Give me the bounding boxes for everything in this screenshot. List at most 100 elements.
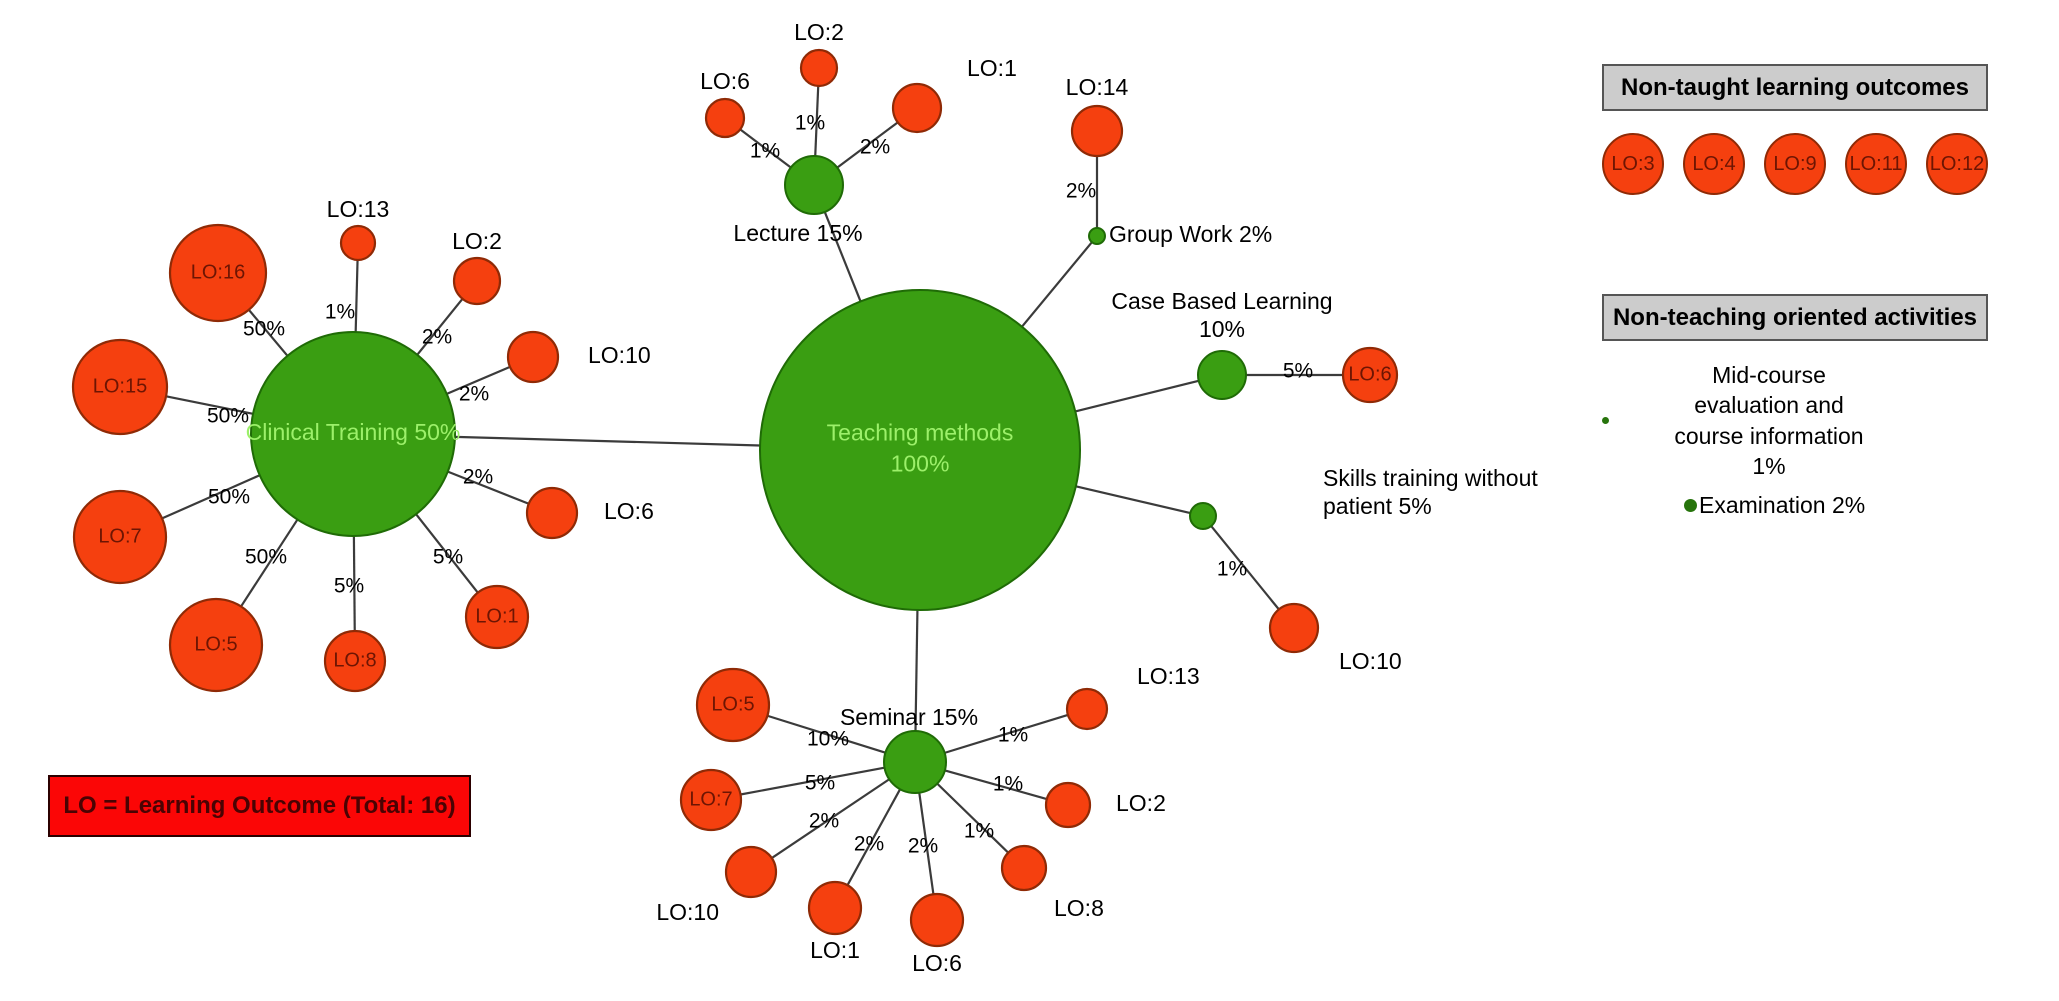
edge-seminar-to-sem-lo5: [767, 714, 886, 754]
node-label-skills-training: patient 5%: [1323, 493, 1432, 519]
edge-clinical-training-to-ct-lo13: [354, 259, 359, 333]
legend-non-teaching-activities: Mid-course evaluation and course informati…: [1602, 360, 2002, 540]
node-ct-lo2[interactable]: [452, 256, 502, 306]
node-label-sem-lo2: LO:2: [1116, 790, 1166, 816]
edge-teaching-methods-to-skills-training: [1075, 485, 1191, 515]
edge-lecture-to-lec-lo1: [836, 121, 899, 169]
edge-clinical-training-to-ct-lo10: [446, 365, 511, 395]
edge-clinical-training-to-ct-lo15: [165, 395, 254, 415]
edge-weight-label: 1%: [1217, 558, 1247, 581]
edge-weight-label: 2%: [422, 326, 452, 349]
legend-lo-total: LO = Learning Outcome (Total: 16): [48, 775, 471, 837]
node-ct-lo15[interactable]: [71, 338, 169, 436]
edge-weight-label: 5%: [334, 575, 364, 598]
node-ct-lo13[interactable]: [339, 224, 377, 262]
node-label-group-work: Group Work 2%: [1109, 221, 1272, 247]
legend-lo-chip: LO:12: [1926, 133, 1988, 195]
edge-weight-label: 5%: [433, 546, 463, 569]
node-cbl-lo6[interactable]: [1341, 346, 1399, 404]
node-sem-lo6[interactable]: [909, 892, 965, 948]
node-group-work[interactable]: [1088, 227, 1106, 245]
edge-weight-label: 1%: [993, 773, 1023, 796]
legend-non-teaching-header: Non-teaching oriented activities: [1602, 294, 1988, 341]
node-ct-lo6[interactable]: [525, 486, 579, 540]
edge-weight-label: 50%: [207, 405, 249, 428]
node-lec-lo1[interactable]: [891, 82, 943, 134]
node-gw-lo14[interactable]: [1070, 104, 1124, 158]
edge-weight-label: 2%: [860, 136, 890, 159]
node-label-sem-lo6: LO:6: [912, 950, 962, 976]
edge-weight-label: 2%: [809, 810, 839, 833]
edge-seminar-to-sem-lo1: [846, 788, 902, 886]
node-sem-lo10[interactable]: [724, 845, 778, 899]
node-label-lec-lo2: LO:2: [794, 19, 844, 45]
legend-activity-mid-course: Mid-course evaluation and course informati…: [1602, 360, 2002, 481]
node-label-ct-lo13: LO:13: [327, 196, 390, 222]
node-sem-lo2[interactable]: [1044, 781, 1092, 829]
node-label-lecture: Lecture 15%: [733, 220, 862, 246]
edge-weight-label: 50%: [243, 318, 285, 341]
node-st-lo10[interactable]: [1268, 602, 1320, 654]
node-label-lec-lo6: LO:6: [700, 68, 750, 94]
edge-clinical-training-to-ct-lo1: [415, 513, 479, 594]
edge-weight-label: 1%: [964, 820, 994, 843]
legend-activity-examination: Examination 2%: [1684, 490, 1865, 520]
node-sem-lo5[interactable]: [695, 667, 771, 743]
node-sem-lo7[interactable]: [679, 768, 743, 832]
edge-weight-label: 2%: [463, 466, 493, 489]
node-label-ct-lo7: LO:7: [98, 525, 141, 547]
node-skills-training[interactable]: [1189, 502, 1217, 530]
node-label-sem-lo7: LO:7: [689, 788, 732, 810]
node-lec-lo2[interactable]: [799, 48, 839, 88]
node-sem-lo13[interactable]: [1065, 687, 1109, 731]
node-sem-lo8[interactable]: [1000, 844, 1048, 892]
node-label-sem-lo8: LO:8: [1054, 895, 1104, 921]
green-dot-icon: [1684, 498, 1697, 512]
edge-weight-label: 2%: [854, 833, 884, 856]
green-dot-icon: [1602, 417, 1609, 425]
node-label-cbl-lo6: LO:6: [1348, 363, 1391, 385]
edge-clinical-training-to-ct-lo5: [240, 518, 299, 608]
node-label-gw-lo14: LO:14: [1066, 74, 1129, 100]
legend-lo-chip: LO:9: [1764, 133, 1826, 195]
edge-skills-training-to-st-lo10: [1210, 525, 1280, 611]
node-lecture[interactable]: [784, 155, 844, 215]
legend-activity-examination-label: Examination 2%: [1699, 492, 1866, 518]
edge-weight-label: 5%: [805, 772, 835, 795]
node-label-case-based-learning: Case Based Learning: [1111, 288, 1332, 314]
edge-weight-label: 1%: [998, 724, 1028, 747]
node-ct-lo5[interactable]: [168, 597, 264, 693]
node-label-ct-lo16: LO:16: [191, 261, 245, 283]
node-label-ct-lo8: LO:8: [333, 649, 376, 671]
node-ct-lo10[interactable]: [506, 330, 560, 384]
node-ct-lo16[interactable]: [168, 223, 268, 323]
node-label-clinical-training: Clinical Training 50%: [246, 419, 461, 445]
node-label-case-based-learning: 10%: [1199, 316, 1245, 342]
node-teaching-methods[interactable]: [759, 289, 1081, 611]
edge-clinical-training-to-ct-lo7: [161, 474, 261, 520]
node-case-based-learning[interactable]: [1197, 350, 1247, 400]
edge-weight-label: 1%: [750, 140, 780, 163]
node-label-teaching-methods: 100%: [891, 451, 950, 477]
node-sem-lo1[interactable]: [807, 880, 863, 936]
edge-clinical-training-to-ct-lo2: [416, 298, 464, 356]
node-label-sem-lo10: LO:10: [656, 899, 719, 925]
node-label-ct-lo5: LO:5: [194, 633, 237, 655]
edge-seminar-to-sem-lo10: [771, 778, 890, 859]
edge-weight-label: 10%: [807, 728, 849, 751]
node-ct-lo1[interactable]: [464, 584, 530, 650]
node-ct-lo8[interactable]: [323, 629, 387, 693]
edge-weight-label: 50%: [245, 546, 287, 569]
edge-seminar-to-sem-lo13: [944, 713, 1069, 754]
node-label-sem-lo1: LO:1: [810, 937, 860, 963]
edge-weight-label: 1%: [325, 301, 355, 324]
legend-lo-chip: LO:4: [1683, 133, 1745, 195]
node-seminar[interactable]: [883, 730, 947, 794]
edge-teaching-methods-to-group-work: [1021, 241, 1093, 328]
node-label-ct-lo6: LO:6: [604, 498, 654, 524]
node-lec-lo6[interactable]: [704, 97, 746, 139]
node-ct-lo7[interactable]: [72, 489, 168, 585]
legend-non-taught-header: Non-taught learning outcomes: [1602, 64, 1988, 111]
node-clinical-training[interactable]: [250, 331, 456, 537]
node-label-ct-lo15: LO:15: [93, 375, 147, 397]
